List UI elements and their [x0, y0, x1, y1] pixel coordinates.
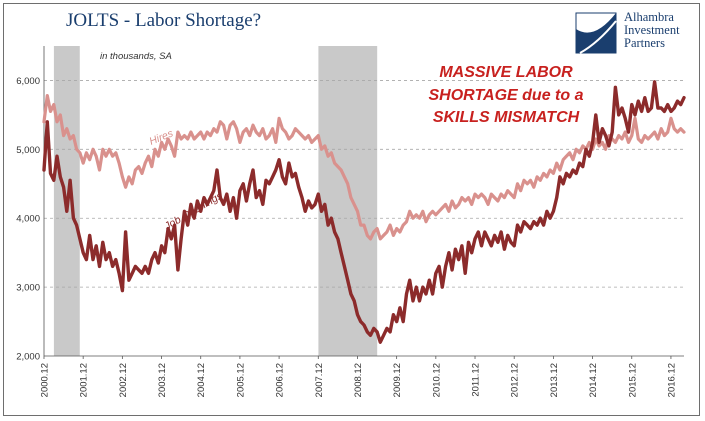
page-title: JOLTS - Labor Shortage?	[66, 10, 262, 31]
hires-series-line	[42, 94, 686, 241]
y-tick-label: 3,000	[16, 283, 40, 294]
x-tick-label: 2003.12	[157, 363, 168, 397]
logo-line-3: Partners	[624, 36, 665, 50]
x-tick-label: 2010.12	[431, 363, 442, 397]
x-tick-label: 2004.12	[196, 363, 207, 397]
x-tick-label: 2015.12	[627, 363, 638, 397]
x-tick-label: 2001.12	[79, 363, 90, 397]
y-tick-label: 6,000	[16, 76, 40, 87]
annotation-line: SHORTAGE due to a	[429, 87, 584, 104]
y-tick-label: 4,000	[16, 214, 40, 225]
x-tick-label: 2014.12	[588, 363, 599, 397]
x-tick-label: 2000.12	[39, 363, 50, 397]
company-logo: Alhambra Investment Partners	[574, 11, 704, 55]
logo-mark-icon	[575, 12, 617, 54]
x-tick-label: 2007.12	[314, 363, 325, 397]
y-tick-label: 5,000	[16, 145, 40, 156]
annotation-line: MASSIVE LABOR	[439, 64, 573, 81]
x-tick-label: 2008.12	[353, 363, 364, 397]
recession-band	[318, 46, 378, 356]
x-tick-label: 2012.12	[510, 363, 521, 397]
logo-line-1: Alhambra	[624, 10, 674, 24]
job-openings-series-label: Job Openings	[162, 189, 226, 233]
x-tick-label: 2011.12	[471, 363, 482, 397]
logo-line-2: Investment	[624, 23, 680, 37]
x-tick-label: 2013.12	[549, 363, 560, 397]
x-tick-label: 2002.12	[118, 363, 129, 397]
x-tick-label: 2006.12	[275, 363, 286, 397]
job-openings-series-line	[42, 80, 686, 344]
chart-subtitle: in thousands, SA	[100, 51, 172, 62]
x-tick-label: 2009.12	[392, 363, 403, 397]
y-tick-label: 2,000	[16, 352, 40, 363]
x-tick-label: 2005.12	[235, 363, 246, 397]
x-tick-label: 2016.12	[666, 363, 677, 397]
annotation-line: SKILLS MISMATCH	[433, 109, 580, 126]
